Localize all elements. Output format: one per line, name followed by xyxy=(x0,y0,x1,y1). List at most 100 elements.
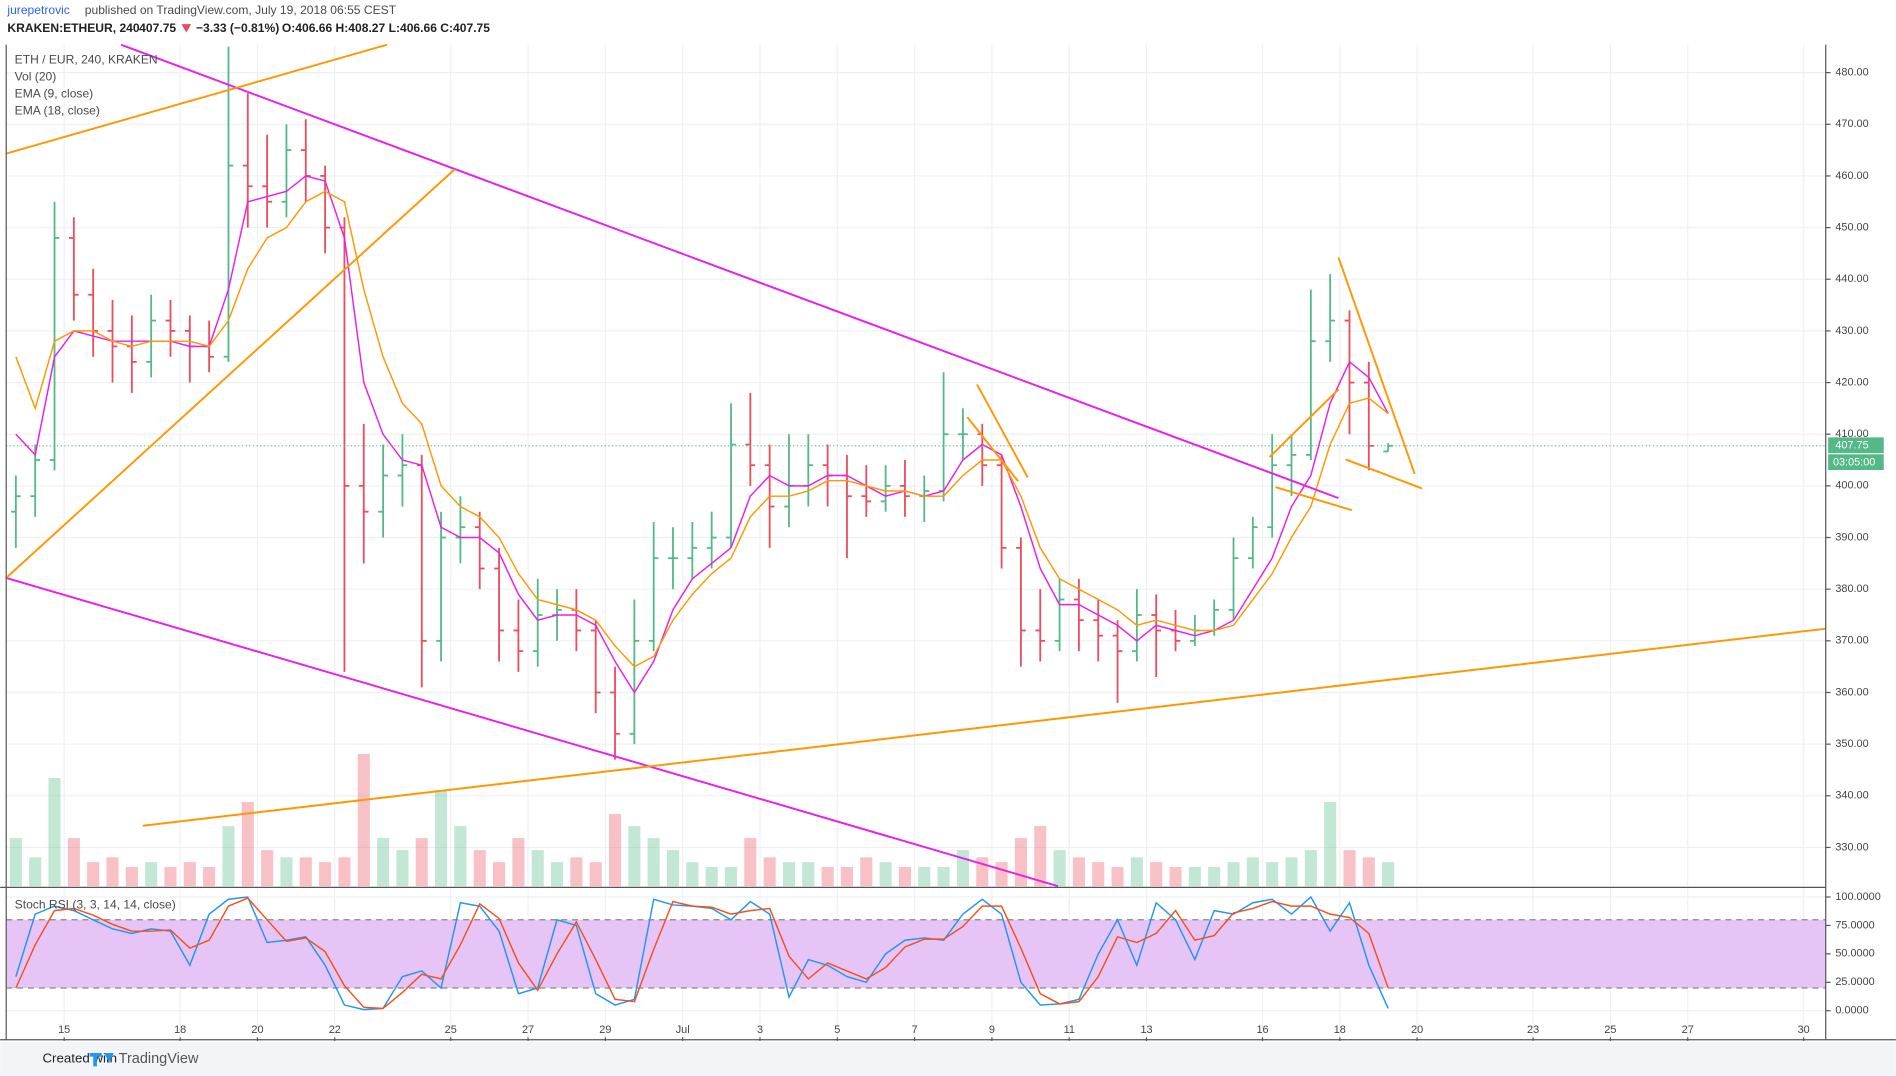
volume-bar xyxy=(782,862,796,887)
volume-bar xyxy=(918,866,931,887)
countdown-tag xyxy=(1828,454,1884,471)
volume-bar xyxy=(48,778,61,887)
trend-line xyxy=(5,43,388,155)
logo[interactable] xyxy=(89,1053,114,1067)
volume-bar xyxy=(628,826,641,887)
trend-line xyxy=(966,416,1019,482)
volume-bar xyxy=(956,850,969,887)
ohlc-bar xyxy=(11,475,21,548)
ohlc-bar xyxy=(1228,537,1239,621)
volume-bar xyxy=(241,802,254,887)
countdown: 03:05:00 xyxy=(1833,457,1875,469)
x-tick-label: 16 xyxy=(1256,1024,1268,1036)
ohlc-bar xyxy=(262,134,272,228)
volume-bar xyxy=(1053,850,1066,887)
ohlc-bar xyxy=(629,599,640,745)
ohlc-bar xyxy=(610,666,620,760)
y-tick-label: 450.00 xyxy=(1835,221,1868,233)
volume-bar xyxy=(106,857,119,887)
volume-bar xyxy=(821,866,834,887)
brand[interactable]: TradingView xyxy=(119,1051,199,1067)
x-tick-label: 9 xyxy=(989,1024,995,1036)
trend-line xyxy=(1268,388,1340,458)
volume-bar xyxy=(531,850,544,887)
ohlc-bar xyxy=(996,454,1007,569)
ohlc-bar xyxy=(1151,594,1162,677)
ohlc-bar xyxy=(49,201,60,471)
volume-bar xyxy=(976,857,989,887)
volume-bar xyxy=(802,862,815,887)
legend-entry: Vol (20) xyxy=(15,70,57,84)
volume-bar xyxy=(357,753,370,887)
ohlc-bar xyxy=(880,465,891,512)
ohlc-bar xyxy=(494,547,504,662)
y-tick-label: 460.00 xyxy=(1835,170,1868,182)
trend-line xyxy=(5,576,1059,888)
volume-bar xyxy=(860,857,873,887)
ohlc-bar xyxy=(358,423,369,564)
volume-bar xyxy=(145,862,158,887)
series-line xyxy=(15,175,1389,694)
y-tick-label: 75.0000 xyxy=(1835,919,1874,931)
volume-bar xyxy=(9,838,22,887)
volume-bar xyxy=(1343,850,1356,887)
volume-bar xyxy=(1130,857,1143,887)
x-tick-label: 22 xyxy=(329,1024,341,1036)
volume-bar xyxy=(1382,862,1395,887)
y-tick-label: 100.0000 xyxy=(1835,891,1880,903)
volume-bar xyxy=(705,866,718,887)
ohlc-bar xyxy=(1363,361,1374,471)
y-tick-label: 400.00 xyxy=(1835,480,1868,492)
ohlc-bar xyxy=(648,522,659,652)
y-tick-label: 360.00 xyxy=(1835,686,1868,698)
author: jurepetrovic xyxy=(6,3,69,17)
volume-bar xyxy=(183,862,196,887)
x-tick-label: 20 xyxy=(1411,1024,1423,1036)
ohlc-bar xyxy=(242,93,253,228)
ohlc-bar xyxy=(706,511,717,569)
volume-bar xyxy=(493,862,506,887)
x-tick-label: 27 xyxy=(1682,1024,1694,1036)
volume-bar xyxy=(473,850,486,887)
price-tag xyxy=(1828,437,1884,454)
footer xyxy=(0,1042,1896,1076)
symbol: KRAKEN:ETHEUR, 240 xyxy=(7,21,139,35)
ohlc-bar xyxy=(30,444,41,517)
volume-bar xyxy=(995,862,1008,887)
volume-bar xyxy=(319,862,332,887)
down-arrow xyxy=(181,24,192,33)
ohlc-bar xyxy=(320,165,330,254)
volume-bar xyxy=(840,866,854,887)
y-tick-label: 480.00 xyxy=(1835,67,1868,79)
volume-bar xyxy=(647,838,660,887)
legend-entry: EMA (18, close) xyxy=(15,103,100,117)
volume-bar xyxy=(435,790,448,887)
y-tick-label: 340.00 xyxy=(1835,790,1868,802)
y-tick-label: 25.0000 xyxy=(1835,976,1874,988)
chart-title: ETH / EUR, 240, KRAKEN xyxy=(15,53,158,67)
volume-bar xyxy=(1034,826,1047,887)
ohlc-bar xyxy=(474,511,485,590)
ohlc-bar xyxy=(1325,274,1335,362)
x-tick-label: 23 xyxy=(1527,1024,1539,1036)
trend-line xyxy=(5,168,456,579)
y-tick-label: 380.00 xyxy=(1835,583,1868,595)
volume-bar xyxy=(608,814,622,887)
volume-bar xyxy=(415,838,428,887)
ohlc-bar xyxy=(958,408,968,461)
volume-bar xyxy=(879,862,892,887)
trend-line xyxy=(1337,257,1416,475)
ohlc-bar xyxy=(1344,310,1355,435)
y-tick-label: 330.00 xyxy=(1835,841,1868,853)
ohlc-bar xyxy=(668,527,678,590)
volume-bar xyxy=(1266,862,1279,887)
volume-bar xyxy=(396,850,409,887)
volume-bar xyxy=(203,866,216,887)
x-tick-label: 5 xyxy=(834,1024,840,1036)
volume-bar xyxy=(1285,857,1298,887)
volume-bar xyxy=(454,826,467,887)
ohlc-bar xyxy=(1248,516,1258,569)
y-tick-label: 370.00 xyxy=(1835,635,1868,647)
volume-bar xyxy=(744,838,757,887)
